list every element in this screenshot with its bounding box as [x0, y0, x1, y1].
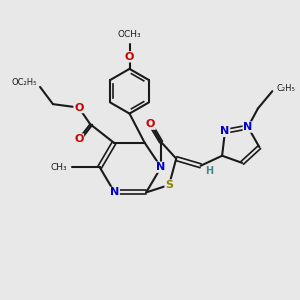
Text: OC₂H₅: OC₂H₅	[12, 78, 37, 87]
Text: N: N	[220, 126, 230, 136]
Text: O: O	[74, 103, 83, 112]
Text: C₂H₅: C₂H₅	[277, 84, 296, 93]
Text: O: O	[74, 134, 83, 144]
Text: S: S	[165, 180, 173, 190]
Text: CH₃: CH₃	[51, 163, 67, 172]
Text: N: N	[243, 122, 253, 132]
Text: N: N	[156, 162, 166, 172]
Text: OCH₃: OCH₃	[118, 30, 141, 39]
Text: O: O	[146, 119, 155, 129]
Text: N: N	[110, 188, 119, 197]
Text: O: O	[125, 52, 134, 62]
Text: H: H	[205, 166, 213, 176]
